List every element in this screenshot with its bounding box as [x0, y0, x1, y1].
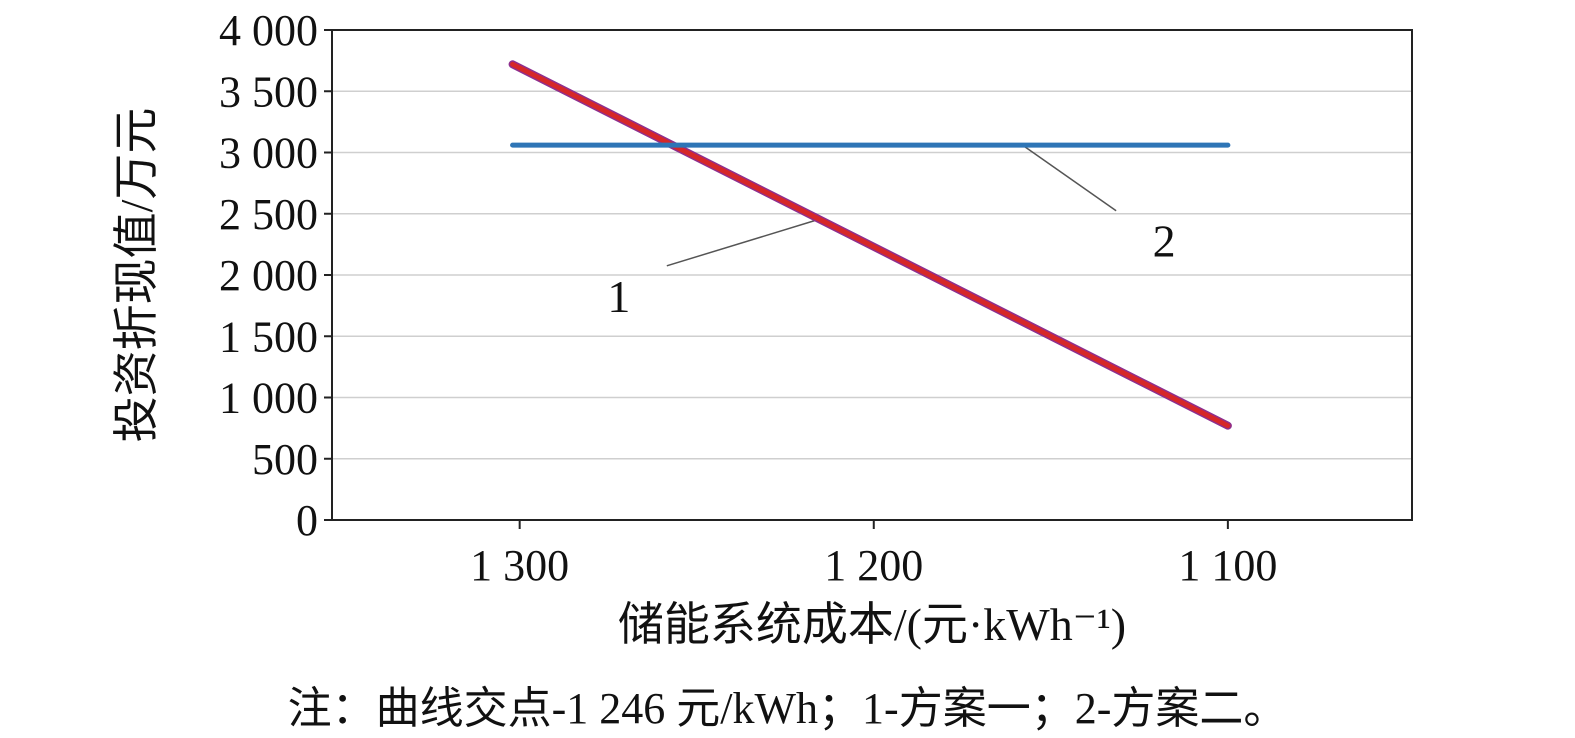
y-axis: 0 500 1 000 1 500 2 000 2 500 3 000 3 500 4 000: [219, 6, 332, 545]
annotation-label-2: 2: [1153, 216, 1176, 267]
y-tick-label: 4 000: [219, 6, 318, 55]
grid-lines: [332, 90, 1412, 460]
y-tick-label: 2 000: [219, 251, 318, 300]
y-tick-label: 1 500: [219, 312, 318, 361]
x-tick-label: 1 100: [1178, 541, 1277, 590]
annotation-leader-1: [666, 219, 818, 267]
y-tick-label: 500: [252, 435, 318, 484]
annotations: 12: [607, 144, 1176, 322]
chart-note: 注：曲线交点-1 246 元/kWh；1-方案一；2-方案二。: [287, 684, 1288, 733]
y-tick-label: 3 000: [219, 129, 318, 178]
series-group: [508, 60, 1232, 430]
y-tick-label: 1 000: [219, 374, 318, 423]
x-tick-label: 1 200: [824, 541, 923, 590]
series-line-1: [510, 61, 1231, 429]
x-axis: 1 300 1 200 1 100: [470, 520, 1277, 590]
annotation-label-1: 1: [607, 271, 630, 322]
annotation-leader-2: [1022, 144, 1117, 212]
x-axis-label: 储能系统成本/(元·kWh⁻¹): [618, 599, 1126, 650]
y-axis-label: 投资折现值/万元: [111, 108, 162, 443]
x-tick-label: 1 300: [470, 541, 569, 590]
y-tick-label: 0: [296, 496, 318, 545]
y-tick-label: 3 500: [219, 67, 318, 116]
y-tick-label: 2 500: [219, 190, 318, 239]
